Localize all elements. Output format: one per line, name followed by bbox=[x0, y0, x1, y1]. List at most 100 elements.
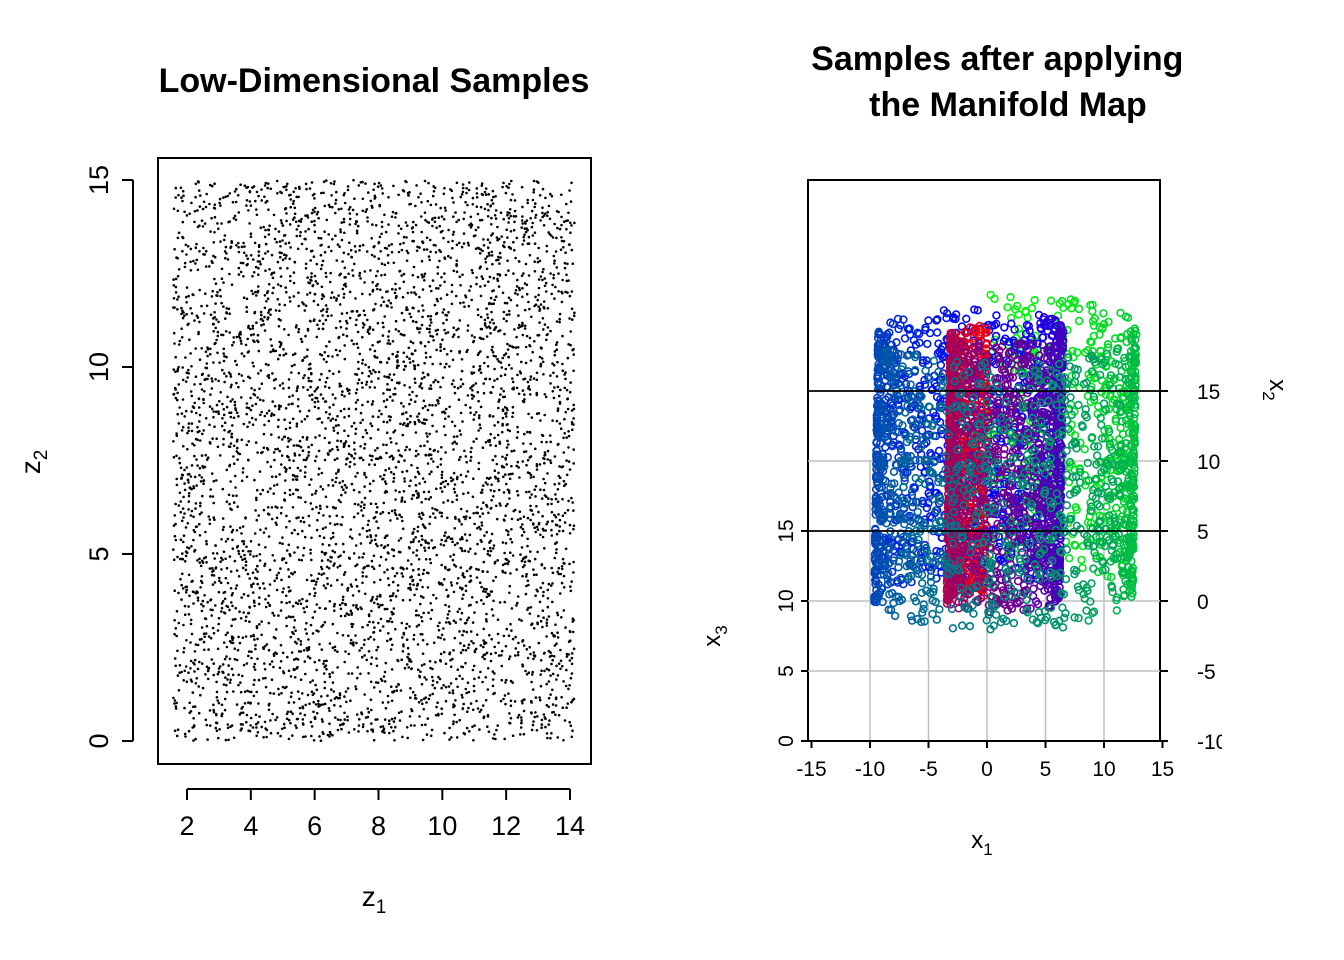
data-point bbox=[225, 355, 228, 359]
data-point bbox=[555, 419, 559, 423]
data-point bbox=[469, 406, 472, 409]
data-point bbox=[310, 579, 314, 583]
data-point bbox=[322, 514, 325, 517]
data-point bbox=[326, 694, 329, 697]
data-point bbox=[479, 265, 482, 269]
data-point bbox=[272, 652, 276, 656]
data-point bbox=[451, 335, 455, 339]
data-point bbox=[475, 567, 478, 571]
data-point bbox=[296, 546, 300, 549]
data-point bbox=[308, 483, 311, 487]
data-point bbox=[277, 436, 281, 439]
data-point bbox=[567, 446, 570, 449]
data-point bbox=[177, 231, 181, 235]
data-point bbox=[526, 242, 530, 245]
data-point bbox=[383, 473, 386, 477]
left-plot-frame bbox=[157, 157, 592, 765]
data-point bbox=[452, 720, 455, 723]
data-point bbox=[254, 713, 258, 717]
data-point bbox=[323, 436, 327, 440]
data-point bbox=[197, 406, 201, 409]
data-point bbox=[448, 610, 451, 613]
data-point bbox=[288, 421, 292, 425]
data-point bbox=[417, 309, 420, 313]
data-point bbox=[461, 707, 465, 710]
data-point bbox=[327, 567, 331, 570]
data-point bbox=[282, 722, 286, 726]
data-point bbox=[462, 242, 466, 245]
data-point bbox=[209, 488, 212, 491]
data-point bbox=[507, 443, 510, 446]
data-point bbox=[324, 410, 328, 414]
data-point bbox=[429, 384, 433, 387]
data-point bbox=[215, 403, 219, 407]
data-point bbox=[297, 637, 300, 641]
data-point bbox=[185, 295, 188, 299]
data-point bbox=[311, 208, 315, 212]
data-point bbox=[467, 616, 471, 620]
data-point bbox=[252, 555, 255, 558]
data-point bbox=[429, 734, 433, 738]
data-point bbox=[269, 487, 272, 490]
data-point bbox=[537, 510, 540, 514]
data-point bbox=[280, 691, 283, 695]
data-point bbox=[546, 307, 550, 310]
data-point bbox=[367, 650, 371, 653]
data-point bbox=[177, 383, 181, 386]
data-point bbox=[270, 414, 273, 418]
data-point bbox=[213, 255, 217, 259]
data-point bbox=[314, 583, 318, 586]
data-point bbox=[276, 731, 280, 735]
data-point bbox=[333, 551, 337, 554]
data-point bbox=[418, 295, 421, 299]
data-point bbox=[444, 332, 448, 335]
data-point bbox=[445, 353, 449, 356]
data-point bbox=[197, 685, 200, 688]
data-point bbox=[408, 448, 412, 451]
data-point bbox=[550, 194, 554, 198]
data-point bbox=[340, 221, 344, 224]
data-point bbox=[266, 316, 270, 319]
data-point bbox=[458, 319, 462, 322]
data-point bbox=[423, 344, 427, 348]
data-point bbox=[315, 213, 319, 216]
data-point bbox=[446, 331, 450, 334]
data-point bbox=[316, 303, 320, 307]
data-point bbox=[182, 650, 185, 654]
data-point bbox=[354, 222, 357, 226]
data-point bbox=[390, 215, 394, 218]
data-point bbox=[482, 587, 486, 591]
data-point bbox=[571, 428, 574, 432]
data-point bbox=[508, 712, 511, 715]
data-point bbox=[472, 440, 476, 443]
data-point bbox=[267, 208, 270, 211]
data-point bbox=[200, 388, 204, 391]
data-point bbox=[305, 621, 308, 625]
data-point bbox=[360, 646, 363, 650]
data-point bbox=[386, 261, 390, 265]
data-point bbox=[267, 409, 271, 413]
data-point bbox=[264, 181, 268, 185]
data-point bbox=[428, 284, 432, 288]
data-point bbox=[195, 258, 199, 262]
data-point bbox=[540, 726, 543, 729]
data-point bbox=[570, 652, 574, 655]
data-point bbox=[564, 251, 567, 254]
data-point bbox=[443, 347, 446, 351]
data-point bbox=[501, 416, 505, 420]
data-point bbox=[403, 477, 406, 480]
data-point bbox=[287, 586, 291, 589]
data-point bbox=[384, 661, 388, 665]
data-point bbox=[306, 436, 309, 439]
data-point bbox=[489, 549, 493, 553]
data-point bbox=[172, 548, 175, 551]
data-point bbox=[242, 593, 246, 596]
data-point bbox=[278, 666, 282, 670]
data-point bbox=[538, 463, 542, 466]
data-point bbox=[225, 252, 228, 255]
data-point bbox=[568, 523, 572, 527]
data-point bbox=[557, 713, 561, 717]
data-point bbox=[214, 721, 218, 724]
data-point bbox=[414, 204, 417, 208]
data-point bbox=[328, 675, 332, 679]
